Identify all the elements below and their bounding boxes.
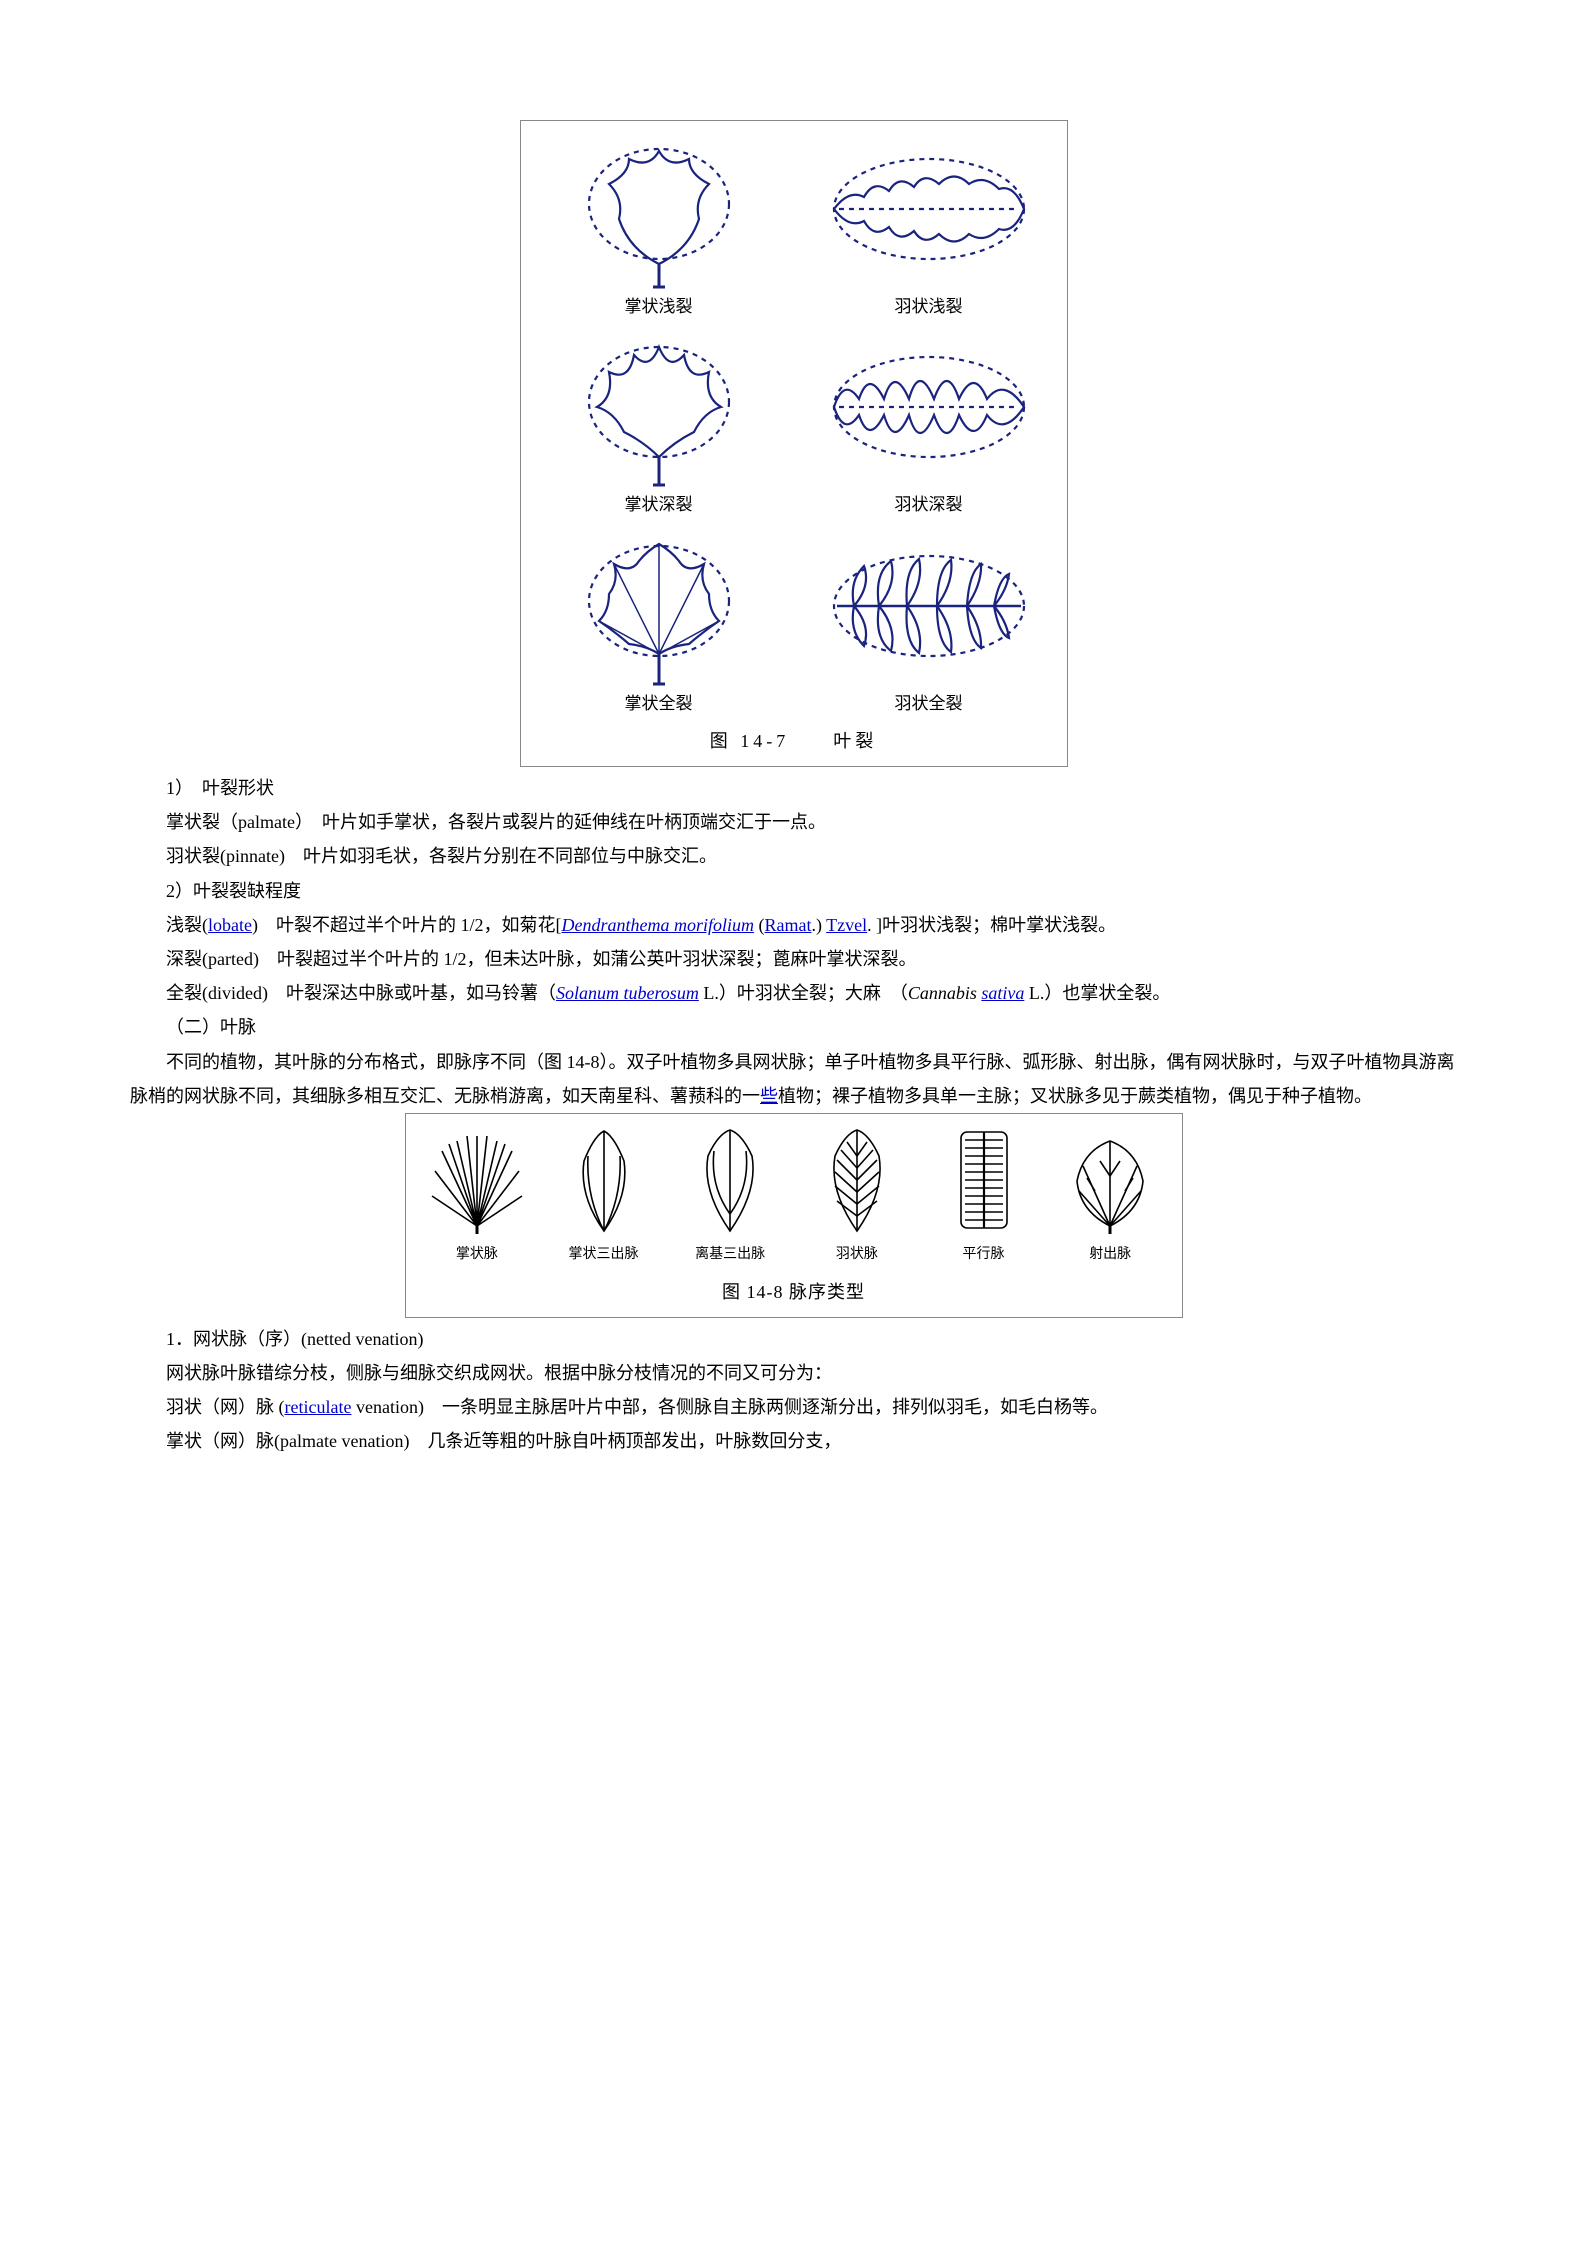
parallel-venation-icon (949, 1126, 1019, 1236)
leaf-lobe-grid: 掌状浅裂 羽状浅裂 (529, 129, 1059, 720)
link-lobate[interactable]: lobate (208, 915, 252, 935)
para-netted-intro: 网状脉叶脉错综分枝，侧脉与细脉交织成网状。根据中脉分枝情况的不同又可分为： (130, 1356, 1457, 1390)
para-divided: 全裂(divided) 叶裂深达中脉或叶基，如马铃薯（Solanum tuber… (130, 976, 1457, 1010)
link-sativa[interactable]: sativa (981, 983, 1024, 1003)
leaf-cell-pinnate-parted: 羽状深裂 (799, 327, 1059, 521)
text: 羽状（网）脉 ( (166, 1397, 285, 1417)
vein-parallel: 平行脉 (920, 1126, 1047, 1269)
figure-14-7: 掌状浅裂 羽状浅裂 (520, 120, 1068, 767)
link-ramat[interactable]: Ramat (764, 915, 811, 935)
text: 浅裂( (166, 915, 208, 935)
palmate-3-venation-icon (564, 1126, 644, 1236)
para-palmate-venation: 掌状（网）脉(palmate venation) 几条近等粗的叶脉自叶柄顶部发出… (130, 1424, 1457, 1458)
text: L.）也掌状全裂。 (1024, 983, 1170, 1003)
text: .) (811, 915, 826, 935)
para-parted: 深裂(parted) 叶裂超过半个叶片的 1/2，但未达叶脉，如蒲公英叶羽状深裂… (130, 942, 1457, 976)
pinnate-venation-icon (817, 1126, 897, 1236)
leaf-label: 羽状全裂 (895, 694, 963, 713)
palmate-divided-icon (569, 526, 749, 686)
venation-row: 掌状脉 掌状三出脉 离基三出脉 (414, 1126, 1174, 1269)
heading-venation: （二）叶脉 (130, 1010, 1457, 1044)
leaf-cell-palmate-lobate: 掌状浅裂 (529, 129, 789, 323)
vein-palmate-3: 掌状三出脉 (540, 1126, 667, 1269)
leaf-cell-palmate-divided: 掌状全裂 (529, 526, 789, 720)
para-reticulate: 羽状（网）脉 (reticulate venation) 一条明显主脉居叶片中部… (130, 1390, 1457, 1424)
link-tzvel[interactable]: Tzvel (826, 915, 867, 935)
leaf-label: 掌状浅裂 (625, 297, 693, 316)
vein-label: 平行脉 (963, 1247, 1005, 1262)
vein-label: 射出脉 (1089, 1247, 1131, 1262)
leaf-label: 羽状深裂 (895, 495, 963, 514)
link-dendranthema[interactable]: Dendranthema morifolium (561, 915, 754, 935)
para-pinnate: 羽状裂(pinnate) 叶片如羽毛状，各裂片分别在不同部位与中脉交汇。 (130, 839, 1457, 873)
vein-label: 羽状脉 (836, 1247, 878, 1262)
text: venation) 一条明显主脉居叶片中部，各侧脉自主脉两侧逐渐分出，排列似羽毛… (351, 1397, 1107, 1417)
figure-14-8-caption: 图 14-8 脉序类型 (414, 1275, 1174, 1309)
palmate-venation-icon (427, 1126, 527, 1236)
leaf-cell-pinnate-lobate: 羽状浅裂 (799, 129, 1059, 323)
para-lobate: 浅裂(lobate) 叶裂不超过半个叶片的 1/2，如菊花[Dendranthe… (130, 908, 1457, 942)
text: 全裂(divided) 叶裂深达中脉或叶基，如马铃薯（ (166, 983, 556, 1003)
vein-label: 掌状脉 (456, 1247, 498, 1262)
caption-title: 叶裂 (833, 731, 877, 751)
text: . ]叶羽状浅裂；棉叶掌状浅裂。 (867, 915, 1116, 935)
figure-14-7-caption: 图 14-7 叶裂 (529, 724, 1059, 758)
heading-leaf-lobe-shape: 1） 叶裂形状 (130, 771, 1457, 805)
figure-14-8: 掌状脉 掌状三出脉 离基三出脉 (405, 1113, 1183, 1318)
leaf-cell-pinnate-divided: 羽状全裂 (799, 526, 1059, 720)
text: ( (754, 915, 765, 935)
text: L.）叶羽状全裂；大麻 （ (699, 983, 908, 1003)
para-palmate: 掌状裂（palmate） 叶片如手掌状，各裂片或裂片的延伸线在叶柄顶端交汇于一点… (130, 805, 1457, 839)
radiate-venation-icon (1065, 1126, 1155, 1236)
text: 植物；裸子植物多具单一主脉；叉状脉多见于蕨类植物，偶见于种子植物。 (778, 1086, 1372, 1106)
leaf-cell-palmate-parted: 掌状深裂 (529, 327, 789, 521)
caption-label: 图 14-7 (710, 731, 790, 751)
link-solanum[interactable]: Solanum tuberosum (556, 983, 699, 1003)
text-italic: Cannabis (908, 983, 982, 1003)
acrodromous-venation-icon (690, 1126, 770, 1236)
leaf-label: 掌状深裂 (625, 495, 693, 514)
vein-acrodromous: 离基三出脉 (667, 1126, 794, 1269)
pinnate-lobate-icon (819, 129, 1039, 289)
figure-14-8-wrap: 掌状脉 掌状三出脉 离基三出脉 (130, 1113, 1457, 1318)
heading-netted-venation: 1．网状脉（序）(netted venation) (130, 1322, 1457, 1356)
pinnate-parted-icon (819, 327, 1039, 487)
vein-label: 掌状三出脉 (569, 1247, 639, 1262)
link-some[interactable]: 些 (760, 1086, 778, 1106)
pinnate-divided-icon (819, 526, 1039, 686)
heading-lobe-depth: 2）叶裂裂缺程度 (130, 874, 1457, 908)
text: ) 叶裂不超过半个叶片的 1/2，如菊花[ (252, 915, 562, 935)
vein-palmate: 掌状脉 (414, 1126, 541, 1269)
vein-pinnate: 羽状脉 (794, 1126, 921, 1269)
palmate-parted-icon (569, 327, 749, 487)
link-reticulate[interactable]: reticulate (285, 1397, 352, 1417)
leaf-label: 羽状浅裂 (895, 297, 963, 316)
para-venation-intro: 不同的植物，其叶脉的分布格式，即脉序不同（图 14-8）。双子叶植物多具网状脉；… (130, 1045, 1457, 1113)
figure-14-7-wrap: 掌状浅裂 羽状浅裂 (130, 120, 1457, 767)
palmate-lobate-icon (569, 129, 749, 289)
leaf-label: 掌状全裂 (625, 694, 693, 713)
vein-radiate: 射出脉 (1047, 1126, 1174, 1269)
vein-label: 离基三出脉 (695, 1247, 765, 1262)
